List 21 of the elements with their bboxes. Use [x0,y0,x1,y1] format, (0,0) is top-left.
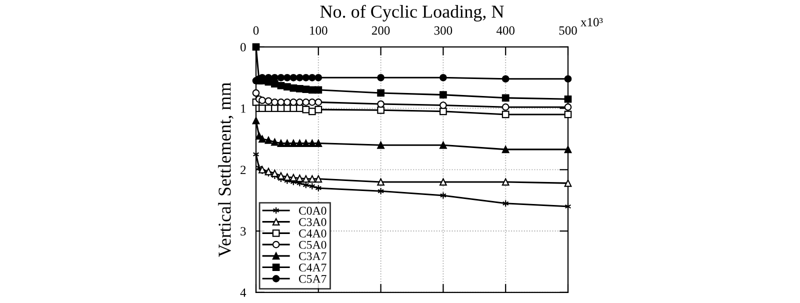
text: x10³ [580,18,603,26]
y-tick-label: 3 [240,227,246,236]
y-axis-title: Vertical Settlement, mm [218,82,234,257]
x-axis-title: No. of Cyclic Loading, N [320,4,504,22]
legend-label: C5A7 [298,274,326,283]
legend-label: C3A7 [298,252,326,260]
legend-label: C0A0 [298,206,326,215]
y-tick-label: 1 [241,104,246,113]
x-tick-label: 400 [496,26,514,35]
x-tick-label: 100 [310,26,328,35]
y-tick-label: 4 [240,288,246,297]
x-tick-label: 500 [559,26,577,35]
y-tick-label: 2 [240,166,246,174]
legend-label: C4A0 [298,229,326,238]
legend-label: C3A0 [298,218,326,226]
y-tick-label: 0 [240,42,246,52]
legend-label: C4A7 [298,264,326,272]
x-tick-label: 0 [253,26,259,35]
x-tick-label: 200 [372,26,390,35]
legend-label: C5A0 [298,240,326,249]
x-tick-label: 300 [434,26,452,35]
